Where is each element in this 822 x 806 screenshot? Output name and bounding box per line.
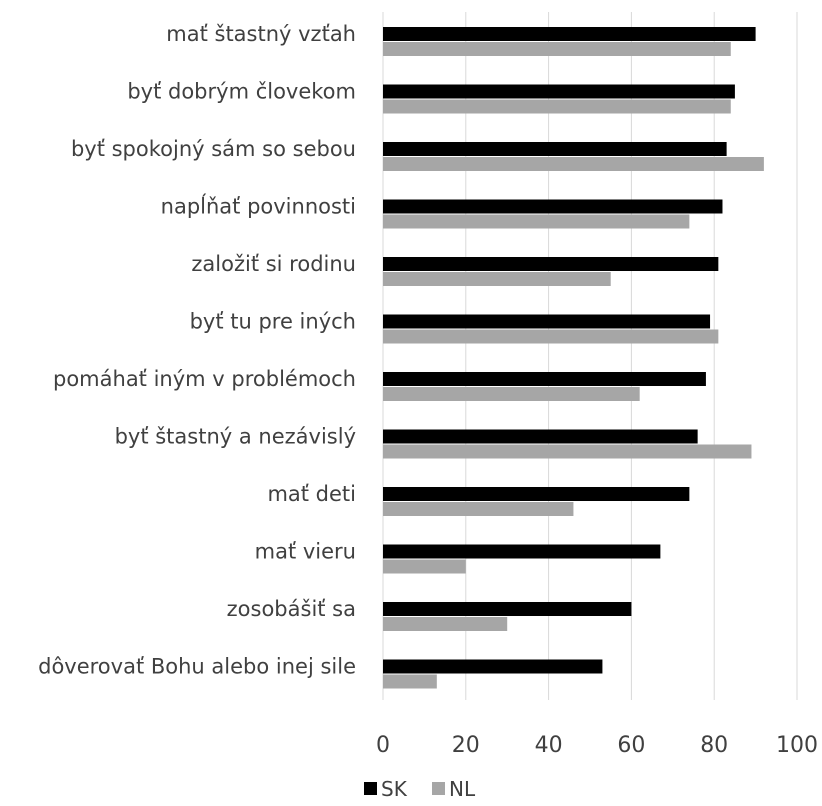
- legend-swatch-sk: [364, 782, 377, 795]
- bar-nl: [383, 559, 466, 574]
- category-labels: mať štastný vzťah byť dobrým človekom byť …: [38, 22, 356, 679]
- bar-sk: [383, 544, 661, 559]
- x-tick-label: 0: [376, 733, 390, 758]
- legend-swatch-nl: [432, 782, 445, 795]
- bar-sk: [383, 199, 723, 214]
- category-label: pomáhať iným v problémoch: [53, 367, 356, 391]
- bar-nl: [383, 42, 731, 56]
- category-label: byť tu pre iných: [190, 309, 356, 333]
- bar-sk: [383, 314, 711, 329]
- x-tick-label: 80: [700, 733, 728, 758]
- bar-nl: [383, 387, 640, 401]
- legend-label-sk: SK: [381, 777, 408, 801]
- category-label: mať deti: [267, 482, 356, 506]
- bar-sk: [383, 84, 735, 99]
- x-tick-labels: 0 20 40 60 80 100: [376, 733, 818, 758]
- category-label: byť štastný a nezávislý: [115, 424, 356, 448]
- category-label: dôverovať Bohu alebo inej sile: [38, 654, 356, 678]
- category-label: napĺňať povinnosti: [161, 193, 356, 218]
- bars: [383, 27, 764, 689]
- bar-sk: [383, 429, 698, 444]
- bar-nl: [383, 157, 764, 171]
- bar-nl: [383, 214, 690, 229]
- bar-sk: [383, 487, 690, 501]
- category-label: byť dobrým človekom: [127, 79, 356, 103]
- bar-nl: [383, 99, 731, 114]
- bar-nl: [383, 617, 508, 631]
- category-label: mať vieru: [255, 539, 356, 563]
- bar-nl: [383, 272, 611, 286]
- category-label: založiť si rodinu: [191, 252, 356, 276]
- bar-sk: [383, 257, 719, 271]
- legend-label-nl: NL: [449, 777, 476, 801]
- bar-sk: [383, 372, 706, 386]
- bar-sk: [383, 142, 727, 156]
- bar-nl: [383, 329, 719, 344]
- category-label: mať štastný vzťah: [166, 22, 356, 46]
- x-tick-label: 60: [617, 733, 645, 758]
- x-tick-label: 40: [535, 733, 563, 758]
- category-label: zosobášiť sa: [227, 597, 356, 621]
- bar-nl: [383, 502, 574, 516]
- x-tick-label: 20: [452, 733, 480, 758]
- bar-sk: [383, 659, 603, 674]
- gridlines: [382, 12, 798, 700]
- x-tick-label: 100: [776, 733, 818, 758]
- bar-nl: [383, 444, 752, 459]
- bar-nl: [383, 674, 437, 689]
- legend: SK NL: [364, 777, 476, 801]
- bar-sk: [383, 27, 756, 41]
- category-label: byť spokojný sám so sebou: [71, 137, 356, 161]
- bar-sk: [383, 602, 632, 616]
